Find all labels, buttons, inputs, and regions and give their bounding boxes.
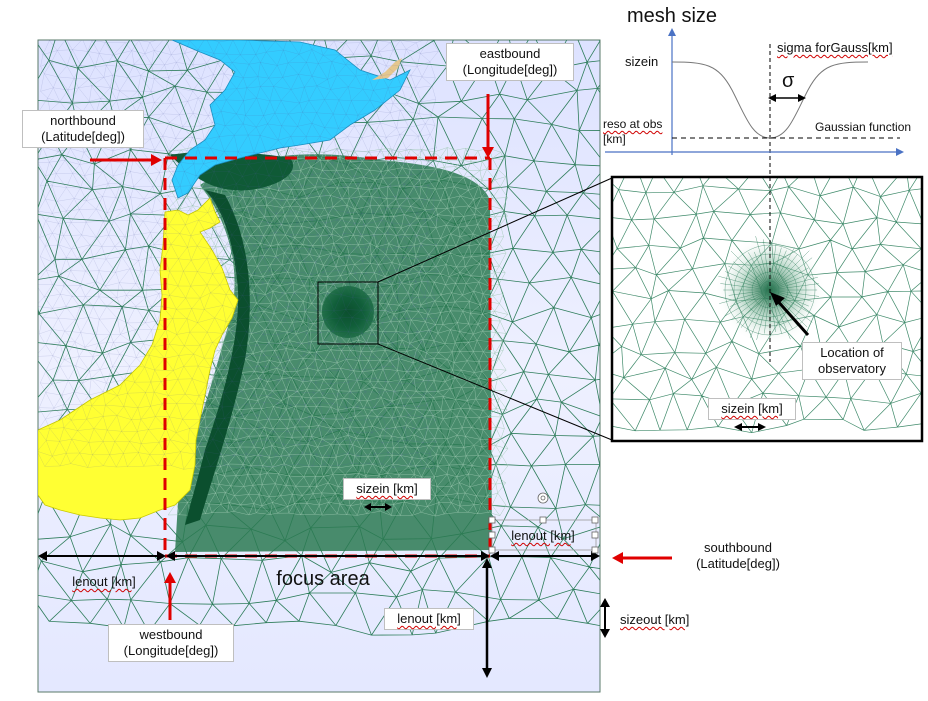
reso-at-obs-line2: [km] xyxy=(603,132,626,146)
reso-at-obs-line1: reso at obs xyxy=(603,117,663,131)
reso-at-obs-label: reso at obs [km] xyxy=(603,117,662,147)
northbound-red-arrow xyxy=(90,154,162,166)
westbound-label: westbound (Longitude[deg]) xyxy=(108,624,234,662)
inset-panel-border xyxy=(610,175,924,443)
right-lenout-arrow xyxy=(490,551,600,561)
bottom-lenout-arrow xyxy=(482,558,492,678)
southbound-red-arrow xyxy=(612,552,672,564)
bottom-lenout-label: lenout [km] xyxy=(384,608,474,630)
sigma-arrow-left xyxy=(768,94,776,102)
main-sizein-label: sizein [km] xyxy=(343,478,431,500)
left-lenout-arrow xyxy=(38,551,166,561)
sigma-arrow-right xyxy=(798,94,806,102)
southbound-line2: (Latitude[deg]) xyxy=(696,556,780,571)
sizeout-arrow xyxy=(600,598,610,638)
graph-y-arrow xyxy=(668,28,676,36)
zoom-connector-bottom xyxy=(377,343,613,441)
land-mesh xyxy=(38,40,440,470)
inset-sizein-arrow xyxy=(734,423,766,431)
westbound-line1: westbound xyxy=(139,627,203,642)
bottom-lenout-text: lenout [km] xyxy=(397,611,461,626)
location-line2: observatory xyxy=(818,361,886,376)
location-line1: Location of xyxy=(820,345,884,360)
westbound-red-arrow xyxy=(164,572,176,620)
mesh-size-title: mesh size xyxy=(627,5,718,27)
northbound-line2: (Latitude[deg]) xyxy=(41,129,125,144)
inset-sizein-label: sizein [km] xyxy=(708,398,796,420)
right-lenout-label: lenout [km] xyxy=(500,528,586,544)
gaussian-curve xyxy=(671,61,869,139)
location-of-observatory-label: Location of observatory xyxy=(802,342,902,380)
selection-handles xyxy=(488,492,599,554)
main-island-land xyxy=(38,197,239,521)
graph-sizein-label: sizein xyxy=(625,54,659,69)
right-lenout-text: lenout [km] xyxy=(511,528,575,543)
peninsula-tip xyxy=(372,58,402,80)
observatory-arrow-head xyxy=(770,292,785,306)
sigma-for-gauss-label: sigma forGauss[km] xyxy=(777,40,893,56)
eastbound-line1: eastbound xyxy=(479,46,541,61)
gaussian-function-label: Gaussian function xyxy=(815,120,912,134)
dense-ray-lines xyxy=(718,236,820,341)
sigma-symbol: σ xyxy=(782,70,795,92)
northbound-label: northbound (Latitude[deg]) xyxy=(22,110,144,148)
sizeout-label: sizeout [km] xyxy=(620,612,689,628)
southbound-label: southbound (Latitude[deg]) xyxy=(683,540,793,572)
focus-area-label: focus area xyxy=(276,568,370,590)
main-sizein-arrow xyxy=(364,503,392,511)
coastal-dense-mesh xyxy=(185,190,250,525)
eastbound-red-arrow xyxy=(482,94,494,158)
northbound-line1: northbound xyxy=(50,113,116,128)
observatory-dense-mesh xyxy=(322,286,374,338)
zoom-source-box xyxy=(317,281,379,345)
observatory-arrow-line xyxy=(773,297,810,336)
sizeout-text: sizeout [km] xyxy=(620,612,690,627)
sigma-for-gauss-text: sigma forGauss[km] xyxy=(777,40,893,55)
main-sizein-text: sizein [km] xyxy=(356,481,418,496)
left-lenout-text: lenout [km] xyxy=(72,574,136,589)
mesh-lines xyxy=(38,40,440,470)
inset-sizein-text: sizein [km] xyxy=(721,401,783,416)
inset-dense-rays xyxy=(718,236,820,341)
westbound-line2: (Longitude[deg]) xyxy=(123,643,219,658)
graph-x-arrow xyxy=(896,148,904,156)
left-lenout-label: lenout [km] xyxy=(64,574,144,590)
focus-area-arrow xyxy=(166,551,490,561)
eastbound-line2: (Longitude[deg]) xyxy=(462,62,558,77)
gaussian-graph xyxy=(605,28,904,156)
southbound-line1: southbound xyxy=(704,540,772,555)
eastbound-label: eastbound (Longitude[deg]) xyxy=(446,43,574,81)
zoom-connector-top xyxy=(377,177,613,283)
